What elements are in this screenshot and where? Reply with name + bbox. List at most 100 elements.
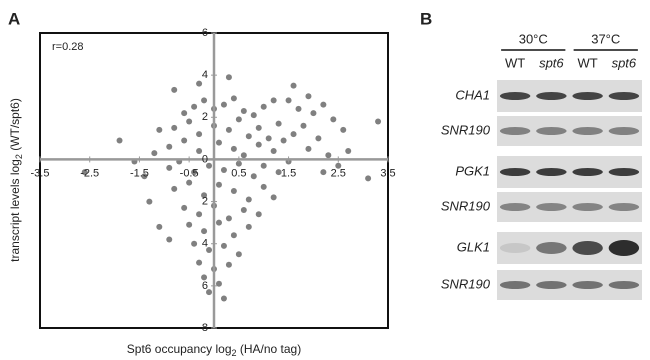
point — [241, 108, 247, 114]
point — [330, 116, 336, 122]
y-tick-label: 2 — [202, 111, 208, 123]
lane-label: WT — [578, 55, 598, 70]
x-tick-label: -1.5 — [130, 167, 149, 179]
blot-band — [500, 243, 530, 253]
point — [221, 296, 227, 302]
x-label-part: Spt6 occupancy log — [127, 342, 232, 356]
point — [196, 260, 202, 266]
temperature-label: 37°C — [591, 31, 620, 46]
point — [226, 262, 232, 268]
lane-label: WT — [505, 55, 525, 70]
point — [166, 165, 172, 171]
point — [226, 74, 232, 80]
panel-label: A — [8, 9, 20, 28]
blot-band — [536, 127, 566, 135]
point — [216, 220, 222, 226]
point — [261, 163, 267, 169]
point — [191, 241, 197, 247]
point — [291, 131, 297, 137]
point — [256, 211, 262, 217]
point — [286, 97, 292, 103]
figure: A B r=0.28 Spt6 occupancy log2 (HA/no ta… — [0, 0, 650, 360]
point — [226, 215, 232, 221]
x-tick-label: 0.5 — [231, 167, 246, 179]
x-tick-label: 3.5 — [380, 167, 395, 179]
point — [256, 125, 262, 131]
y-label-part: (WT/spt6) — [8, 98, 22, 154]
y-label-part: transcript levels log — [8, 159, 22, 262]
point — [251, 173, 257, 179]
blot-band — [572, 281, 602, 289]
row-label: SNR190 — [441, 276, 491, 291]
point — [256, 142, 262, 148]
y-tick-label: 8 — [202, 322, 208, 334]
blot-band — [609, 168, 639, 176]
point — [171, 125, 177, 131]
point — [201, 228, 207, 234]
point — [375, 119, 381, 125]
point — [320, 169, 326, 175]
point — [166, 237, 172, 243]
point — [236, 116, 242, 122]
point — [340, 127, 346, 133]
y-tick-label: 4 — [202, 69, 208, 81]
point — [320, 102, 326, 108]
point — [300, 123, 306, 129]
blot-band — [500, 168, 530, 176]
blot-band — [500, 281, 530, 289]
point — [310, 110, 316, 116]
blot-band — [572, 92, 602, 100]
lane-label: spt6 — [612, 55, 637, 70]
point — [191, 104, 197, 110]
x-tick-label: 1.5 — [281, 167, 296, 179]
point — [186, 222, 192, 228]
point — [171, 87, 177, 93]
point — [345, 148, 351, 154]
point — [246, 196, 252, 202]
x-tick-label: -2.5 — [80, 167, 99, 179]
point — [231, 146, 237, 152]
point — [271, 97, 277, 103]
blot-band — [572, 127, 602, 135]
point — [216, 140, 222, 146]
blot-band — [536, 203, 566, 211]
point — [181, 137, 187, 143]
point — [261, 184, 267, 190]
point — [281, 137, 287, 143]
point — [226, 127, 232, 133]
blot-band — [572, 168, 602, 176]
x-tick-label: -0.5 — [180, 167, 199, 179]
y-tick-label: 0 — [202, 153, 208, 165]
point — [196, 211, 202, 217]
point — [221, 102, 227, 108]
point — [261, 104, 267, 110]
point — [221, 167, 227, 173]
point — [246, 133, 252, 139]
blot-band — [536, 168, 566, 176]
row-label: CHA1 — [455, 87, 490, 102]
y-tick-label: 6 — [202, 280, 208, 292]
row-label: PGK1 — [455, 163, 490, 178]
point — [236, 251, 242, 257]
temperature-label: 30°C — [519, 31, 548, 46]
point — [231, 188, 237, 194]
point — [305, 146, 311, 152]
point — [156, 127, 162, 133]
point — [241, 152, 247, 158]
point — [296, 106, 302, 112]
point — [291, 83, 297, 89]
x-tick-label: -3.5 — [31, 167, 50, 179]
point — [146, 199, 152, 205]
point — [231, 95, 237, 101]
point — [171, 186, 177, 192]
point — [315, 135, 321, 141]
blot-band — [500, 92, 530, 100]
point — [241, 207, 247, 213]
x-tick-label: 2.5 — [331, 167, 346, 179]
point — [201, 97, 207, 103]
point — [365, 175, 371, 181]
blot-band — [572, 203, 602, 211]
blot-band — [500, 127, 530, 135]
point — [325, 152, 331, 158]
point — [181, 110, 187, 116]
